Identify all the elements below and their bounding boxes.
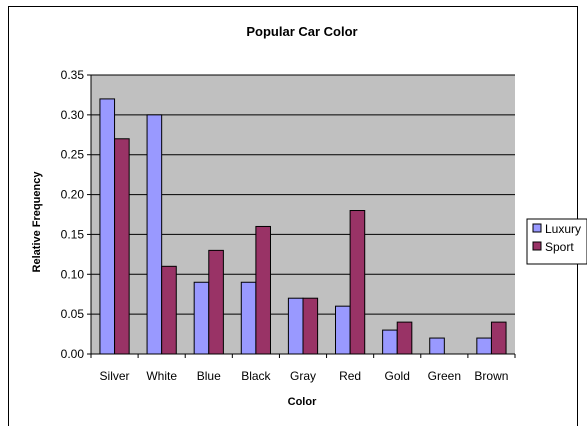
bar-luxury-blue <box>193 281 210 355</box>
bar-luxury-gold <box>382 329 398 355</box>
chart-title: Popular Car Color <box>246 24 357 39</box>
legend: Luxury Sport <box>526 218 587 265</box>
y-tick-label: 0.05 <box>61 307 85 321</box>
legend-swatch-luxury <box>532 223 542 233</box>
y-tick-label: 0.00 <box>61 347 85 361</box>
legend-swatch-sport <box>532 241 542 251</box>
bar-sport-blue <box>208 249 224 355</box>
bar-luxury-red <box>335 305 351 355</box>
x-tick-label: Green <box>428 369 461 383</box>
legend-label-sport: Sport <box>545 240 574 254</box>
x-axis-ticks: Silver White Blue Black Gray Red Gold Green Brow… <box>90 354 516 383</box>
x-axis-title: Color <box>288 396 317 408</box>
bar-sport-red <box>349 210 366 355</box>
bar-sport-silver <box>114 138 130 355</box>
x-tick-label: Gray <box>290 369 316 383</box>
bar-luxury-black <box>240 281 257 355</box>
bar-sport-brown <box>490 321 507 355</box>
bar-sport-gray <box>302 297 319 355</box>
y-axis-ticks: 0.00 0.05 0.10 0.15 0.20 0.25 0.30 0.35 <box>61 68 91 361</box>
bar-sport-black <box>255 225 271 355</box>
bar-luxury-brown <box>476 337 492 355</box>
x-tick-label: Brown <box>474 369 508 383</box>
bar-luxury-white <box>146 114 163 355</box>
legend-label-luxury: Luxury <box>545 222 581 236</box>
y-tick-label: 0.20 <box>61 188 85 202</box>
x-tick-label: White <box>146 369 177 383</box>
x-tick-label: Black <box>241 369 271 383</box>
x-tick-label: Silver <box>100 369 130 383</box>
y-tick-label: 0.10 <box>61 267 85 281</box>
bar-luxury-gray <box>287 297 304 355</box>
y-tick-label: 0.30 <box>61 108 85 122</box>
bar-luxury-green <box>429 337 445 355</box>
y-axis-title: Relative Frequency <box>31 171 43 273</box>
bar-sport-gold <box>396 321 413 355</box>
y-tick-label: 0.25 <box>61 148 85 162</box>
y-tick-label: 0.15 <box>61 227 85 241</box>
bar-luxury-silver <box>99 98 116 355</box>
x-tick-label: Red <box>339 369 361 383</box>
bar-sport-white <box>161 265 177 355</box>
y-tick-label: 0.35 <box>61 68 85 82</box>
x-tick-label: Blue <box>197 369 221 383</box>
x-tick-label: Gold <box>385 369 410 383</box>
